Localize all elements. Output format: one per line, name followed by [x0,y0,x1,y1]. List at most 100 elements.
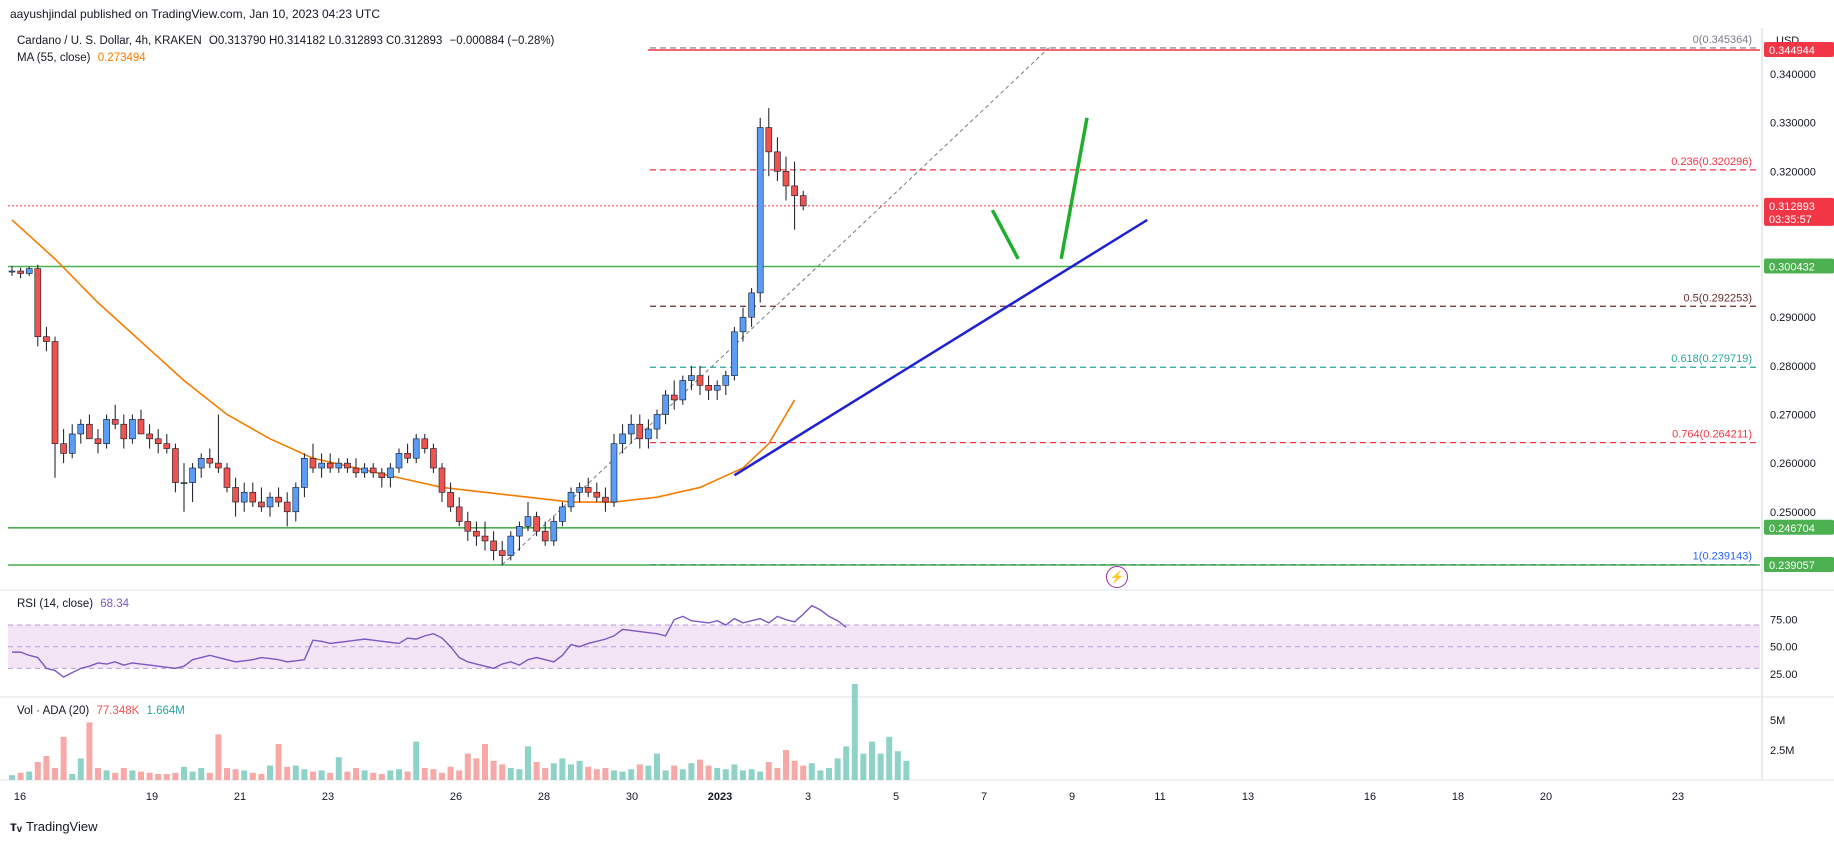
candle [722,370,730,396]
candle [60,429,67,464]
candle [688,365,695,391]
y-tick-label: 0.320000 [1770,166,1816,178]
flash-icon[interactable]: ⚡ [1106,566,1128,588]
candle-body [146,433,153,440]
candle-body [292,487,300,513]
volume-bar [439,772,445,780]
volume-bar [52,768,58,780]
candle [516,521,523,551]
candle [395,448,403,473]
candle-body [387,467,394,479]
symbol-title[interactable]: Cardano / U. S. Dollar, 4h, KRAKEN [17,35,202,47]
candle [309,443,317,473]
candle [146,424,153,449]
candle [292,482,300,522]
candle [421,433,429,454]
volume-bar [559,758,566,780]
candle [748,288,755,327]
price-level-badge [1764,258,1834,274]
candle [576,482,583,503]
candle-body [258,501,265,508]
candle [129,414,136,444]
ohlc-values: O0.313790 H0.314182 L0.312893 C0.312893 [208,35,443,47]
candle-body [688,375,695,381]
volume-bar [791,760,798,780]
y-tick-label: 0.260000 [1770,458,1816,470]
volume-bar [464,753,471,780]
candle-body [412,438,420,459]
volume-bar [697,759,703,780]
volume-bar [765,762,772,780]
price-level-badge [1764,519,1834,535]
candle-body [602,496,609,503]
candle-body [318,462,325,469]
volume-bar [490,760,497,780]
candle [51,336,59,478]
candle-body [455,506,463,522]
tradingview-logo[interactable]: ᴛᵥ TradingView [10,818,98,834]
candle-body [154,438,162,444]
candle-body [103,419,110,444]
x-tick-label: 13 [1242,791,1254,803]
candle [731,326,738,381]
volume-bar [404,771,411,780]
candle [791,161,798,230]
candle [696,365,704,396]
candle [34,264,42,347]
x-tick-label: 16 [1364,791,1376,803]
volume-bar [155,774,162,780]
candle-body [326,462,334,469]
candle-body [68,433,76,454]
candle-body [670,394,678,401]
volume-bar [275,744,282,780]
volume-legend[interactable]: Vol · ADA (20) 77.348K 1.664M [17,705,185,717]
rsi-line [12,604,847,678]
x-tick-label: 23 [1672,791,1684,803]
candle-body [490,540,497,551]
volume-bar [353,768,359,780]
volume-bar [903,760,910,780]
x-tick-label: 7 [981,791,987,803]
volume-bar [327,772,334,780]
countdown-label: 03:35:57 [1769,214,1812,226]
ma-legend[interactable]: MA (55, close) 0.273494 [17,52,146,64]
candle-body [713,385,721,391]
volume-bar [9,775,15,780]
candle-body [275,496,282,503]
price-level-label: 0.312893 [1769,201,1815,213]
volume-bar [17,772,24,780]
volume-bar [593,769,600,780]
candle-body [516,526,523,537]
y-tick-label: 0.290000 [1770,312,1816,324]
candle-body [120,423,128,440]
volume-bar [284,766,291,780]
candle-body [86,423,93,440]
volume-bar [344,771,351,780]
candle-body [172,448,179,483]
candle-body [739,316,747,333]
candle [559,502,566,527]
rsi-legend[interactable]: RSI (14, close) 68.34 [17,598,129,610]
candle-body [215,462,222,469]
volume-bar [808,763,815,780]
candle-body [679,380,687,401]
candle [283,492,291,527]
x-tick-label: 16 [14,791,26,803]
candle [481,521,489,551]
candle-body [361,467,368,474]
volume-bar [877,753,884,780]
volume-bar [757,771,764,780]
candle [275,487,282,507]
candle-body [180,482,188,484]
volume-bar [688,763,695,780]
candle-body [533,516,540,532]
price-level-badge [1764,197,1834,226]
volume-bar [198,768,205,780]
candle-body [301,457,308,488]
volume-bar [335,757,342,780]
candle [86,414,93,440]
publisher-credit: aayushjindal published on TradingView.co… [10,7,381,21]
volume-bar [748,769,755,780]
price-level-label: 0.300432 [1769,261,1815,273]
